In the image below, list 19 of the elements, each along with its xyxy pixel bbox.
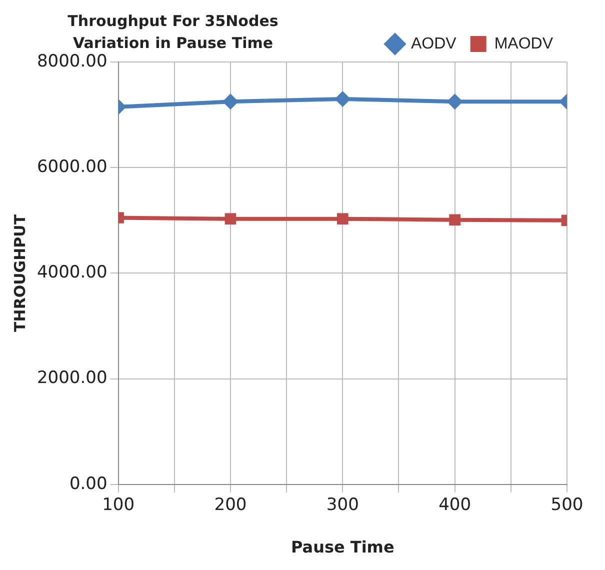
x-tick-label: 300: [326, 495, 359, 516]
chart-title: Throughput For 35Nodes Variation in Pause Time: [66, 11, 280, 54]
point: [336, 213, 348, 224]
y-tick-label: 6000.00: [36, 157, 108, 178]
point: [446, 94, 463, 110]
legend-label: MAODV: [494, 35, 554, 52]
point: [334, 90, 351, 107]
x-tick-label: 400: [438, 495, 472, 516]
y-axis-title: THROUGHPUT: [10, 214, 29, 332]
legend-label: AODV: [410, 35, 457, 52]
y-tick-label: 2000.00: [36, 368, 108, 388]
x-tick-label: 100: [102, 495, 135, 516]
y-tick-label: 0.00: [69, 474, 108, 494]
y-tick-label: 8000.00: [36, 51, 108, 72]
x-tick-label: 500: [550, 495, 584, 516]
point: [449, 214, 460, 226]
x-tick-label: 200: [214, 495, 247, 516]
y-tick-label: 4000.00: [36, 262, 108, 283]
x-axis-title: Pause Time: [290, 538, 394, 557]
